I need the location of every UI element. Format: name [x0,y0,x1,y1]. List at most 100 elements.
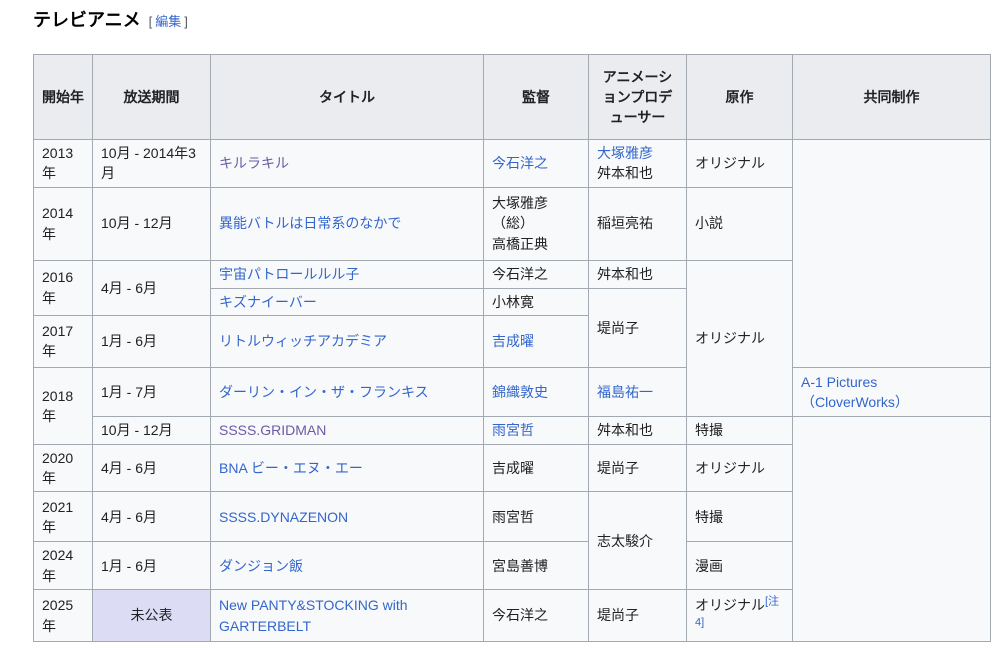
cell-producer: 稲垣亮祐 [588,186,687,261]
cell-period: 4月 - 6月 [92,259,211,316]
table-row: 2013年 10月 - 2014年3月 キルラキル 今石洋之 大塚雅彦 舛本和也… [33,139,991,368]
title-link-luluco[interactable]: 宇宙パトロールルル子 [219,265,360,282]
producer-link-otsuka[interactable]: 大塚雅彦 [597,145,653,161]
title-link-dungeon-meshi[interactable]: ダンジョン飯 [219,557,303,574]
cell-title: キズナイーバー [210,287,484,316]
cell-source: 漫画 [686,541,793,591]
col-header-period: 放送期間 [92,54,211,140]
cell-period: 4月 - 6月 [92,443,211,493]
title-link-ssss-gridman[interactable]: SSSS.GRIDMAN [219,422,327,439]
cell-period: 10月 - 12月 [92,186,211,261]
cell-producer: 堤尚子 [588,443,687,493]
cell-producer: 堤尚子 [588,589,687,643]
director-link-nishigori[interactable]: 錦織敦史 [492,383,548,400]
col-header-producer: アニメーションプロデューサー [588,54,687,140]
cell-producer: 大塚雅彦 舛本和也 [588,139,687,188]
table-row: 2017年 1月 - 6月 リトルウィッチアカデミア 吉成曜 [33,314,991,368]
section-heading: テレビアニメ [33,10,141,30]
section-heading-row: テレビアニメ [編集] [33,6,1000,32]
cell-director: 大塚雅彦 （総） 高橋正典 [483,186,589,261]
col-header-year: 開始年 [33,54,93,140]
cell-producer: 志太駿介 [588,491,687,591]
cell-title: リトルウィッチアカデミア [210,314,484,368]
title-link-darling-in-the-franxx[interactable]: ダーリン・イン・ザ・フランキス [219,383,429,400]
cell-producer: 舛本和也 [588,259,687,289]
title-link-kiznaiver[interactable]: キズナイーバー [219,293,317,310]
coproduction-link-cloverworks[interactable]: （CloverWorks） [801,393,909,410]
cell-title: ダーリン・イン・ザ・フランキス [210,366,484,417]
director-link-imaishi[interactable]: 今石洋之 [492,155,548,172]
director-name: 高橋正典 [492,235,548,252]
title-link-sssss-dynazenon[interactable]: SSSS.DYNAZENON [219,508,349,525]
coproduction-link-a1-pictures[interactable]: A-1 Pictures [801,373,878,390]
cell-year: 2024年 [33,541,93,591]
cell-title: New PANTY&STOCKING with GARTERBELT [210,589,484,643]
table-row: 2024年 1月 - 6月 ダンジョン飯 宮島善博 漫画 [33,541,991,591]
table-row: 2025年 未公表 New PANTY&STOCKING with GARTER… [33,589,991,643]
edit-link[interactable]: 編集 [155,14,182,29]
cell-director: 今石洋之 [483,589,589,643]
cell-producer: 舛本和也 [588,415,687,445]
cell-director: 宮島善博 [483,541,589,591]
cell-source: 小説 [686,186,793,261]
tv-anime-table: 開始年 放送期間 タイトル 監督 アニメーションプロデューサー 原作 共同制作 … [33,54,991,643]
cell-source: オリジナル [686,259,793,417]
edit-bracket-open: [ [148,14,153,29]
cell-director: 雨宮哲 [483,491,589,543]
cell-period: 10月 - 2014年3月 [92,139,211,188]
cell-year: 2021年 [33,491,93,543]
cell-title: SSSS.DYNAZENON [210,491,484,543]
cell-year: 2016年 [33,259,93,316]
title-link-new-panty-stocking[interactable]: New PANTY&STOCKING with GARTERBELT [219,597,408,634]
cell-year: 2013年 [33,139,93,188]
title-link-bna[interactable]: BNA ビー・エヌ・エー [219,460,363,477]
cell-director: 小林寛 [483,287,589,316]
producer-link-fukushima[interactable]: 福島祐一 [597,383,653,400]
cell-period: 1月 - 6月 [92,314,211,368]
cell-director: 錦織敦史 [483,366,589,417]
col-header-source: 原作 [686,54,793,140]
cell-source: オリジナル[注 4] [686,589,793,643]
col-header-director: 監督 [483,54,589,140]
table-row: キズナイーバー 小林寛 堤尚子 [34,287,991,368]
director-link-amemiya[interactable]: 雨宮哲 [492,422,534,439]
director-role-note: （総） [492,215,534,232]
title-link-kill-la-kill[interactable]: キルラキル [219,155,289,172]
table-row: 2021年 4月 - 6月 SSSS.DYNAZENON 雨宮哲 志太駿介 特撮 [33,491,991,591]
cell-director: 吉成曜 [483,314,589,368]
cell-title: ダンジョン飯 [210,541,484,591]
source-text: オリジナル [695,597,765,614]
table-row: 2016年 4月 - 6月 宇宙パトロールルル子 今石洋之 舛本和也 オリジナル [33,259,991,417]
cell-year: 2025年 [33,589,93,643]
cell-year: 2017年 [33,314,93,368]
cell-period: 4月 - 6月 [92,491,211,543]
header-row: 開始年 放送期間 タイトル 監督 アニメーションプロデューサー 原作 共同制作 [33,54,991,140]
cell-coproduction: A-1 Pictures （CloverWorks） [792,366,991,417]
cell-period-unannounced: 未公表 [92,589,211,643]
title-link-inou-battle[interactable]: 異能バトルは日常系のなかで [219,215,402,232]
cell-producer: 福島祐一 [588,366,687,417]
cell-coproduction-empty [792,139,991,368]
cell-director: 吉成曜 [483,443,589,493]
cell-coproduction-empty [792,415,991,643]
cell-period: 10月 - 12月 [92,415,211,445]
cell-source: オリジナル [686,443,793,493]
cell-title: 宇宙パトロールルル子 [210,259,484,289]
footnote-4-link[interactable]: [注 4] [695,595,780,628]
title-link-little-witch-academia[interactable]: リトルウィッチアカデミア [219,333,387,350]
cell-source: 特撮 [686,415,793,445]
cell-title: BNA ビー・エヌ・エー [210,443,484,493]
cell-title: 異能バトルは日常系のなかで [210,186,484,261]
cell-year: 2014年 [33,186,93,261]
table-row: 2020年 4月 - 6月 BNA ビー・エヌ・エー 吉成曜 堤尚子 オリジナル [33,443,991,493]
edit-bracket-close: ] [184,14,188,29]
cell-director: 今石洋之 [483,259,589,289]
cell-source: オリジナル [686,139,793,188]
col-header-coproduction: 共同制作 [792,54,991,140]
table-row: 10月 - 12月 SSSS.GRIDMAN 雨宮哲 舛本和也 特撮 [34,415,991,643]
director-link-yoshinari[interactable]: 吉成曜 [492,333,534,350]
cell-source: 特撮 [686,491,793,543]
cell-year: 2018年 [33,366,93,445]
producer-name: 舛本和也 [597,165,653,182]
